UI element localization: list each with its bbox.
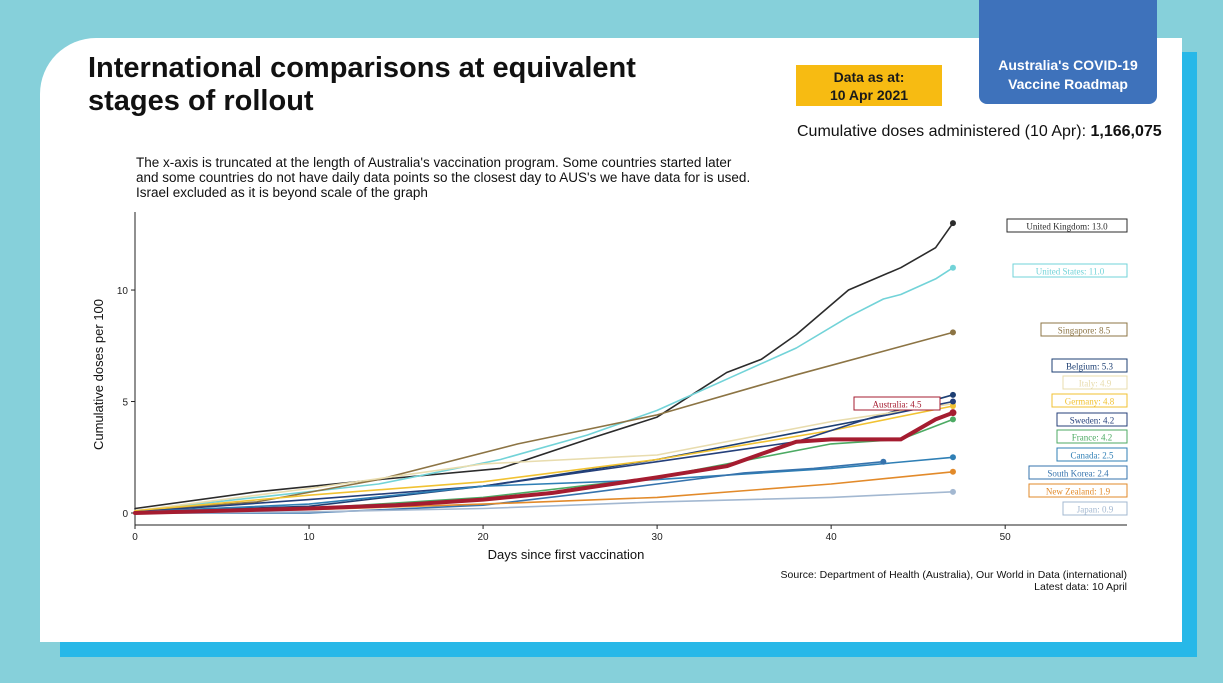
series-label-text-south-korea: South Korea: 2.4 — [1047, 469, 1109, 479]
x-axis-label: Days since first vaccination — [488, 547, 645, 562]
series-label-box-germany — [1051, 393, 1128, 408]
series-label-japan: Japan: 0.9 — [1062, 501, 1128, 516]
series-end-point-germany — [949, 402, 956, 409]
series-label-france: France: 4.2 — [1056, 429, 1128, 444]
latest-data-text: Latest data: 10 April — [1034, 581, 1127, 593]
vaccine-roadmap-tab[interactable]: Australia's COVID-19 Vaccine Roadmap — [979, 0, 1157, 104]
series-end-point-australia — [949, 409, 957, 417]
series-label-text-japan: Japan: 0.9 — [1077, 505, 1114, 515]
series-line-sweden — [134, 400, 954, 513]
series-label-text-new-zealand: New Zealand: 1.9 — [1046, 487, 1111, 497]
chart-note-line3: Israel excluded as it is beyond scale of… — [136, 185, 428, 200]
series-label-south-korea: South Korea: 2.4 — [1028, 465, 1128, 480]
source-note: Source: Department of Health (Australia)… — [781, 569, 1127, 593]
y-axis-label: Cumulative doses per 100 — [91, 299, 106, 450]
x-tick-label: 10 — [303, 532, 315, 543]
y-tick-label: 0 — [122, 509, 128, 520]
series-label-text-france: France: 4.2 — [1072, 433, 1113, 443]
series-label-box-australia — [853, 396, 941, 411]
series-label-italy: Italy: 4.9 — [1062, 375, 1128, 390]
roadmap-line1: Australia's COVID-19 — [998, 57, 1138, 73]
source-text: Source: Department of Health (Australia)… — [780, 569, 1127, 581]
series-label-box-united-kingdom — [1006, 218, 1128, 233]
series-label-sweden: Sweden: 4.2 — [1056, 412, 1128, 427]
series-label-box-singapore — [1040, 322, 1128, 337]
x-tick-label: 30 — [652, 532, 664, 543]
chart-note: The x-axis is truncated at the length of… — [136, 155, 796, 200]
series-label-text-united-kingdom: United Kingdom: 13.0 — [1026, 222, 1108, 232]
series-end-point-united-kingdom — [949, 220, 956, 227]
series-end-point-japan — [949, 488, 956, 495]
series-label-text-italy: Italy: 4.9 — [1079, 379, 1112, 389]
x-tick-label: 50 — [1000, 532, 1012, 543]
page-title-line2: stages of rollout — [88, 85, 314, 117]
series-label-united-states: United States: 11.0 — [1012, 263, 1128, 278]
cumulative-doses-summary: Cumulative doses administered (10 Apr): … — [797, 123, 1162, 141]
y-tick-label: 10 — [117, 286, 129, 297]
series-label-text-sweden: Sweden: 4.2 — [1070, 416, 1115, 426]
series-label-box-south-korea — [1028, 465, 1128, 480]
series-end-point-france — [949, 416, 956, 423]
series-line-germany — [134, 405, 954, 512]
cumulative-doses-value: 1,166,075 — [1090, 123, 1162, 140]
x-tick-label: 0 — [132, 532, 138, 543]
series-label-text-united-states: United States: 11.0 — [1036, 267, 1105, 277]
series-label-united-kingdom: United Kingdom: 13.0 — [1006, 218, 1128, 233]
series-label-box-belgium — [1051, 358, 1128, 373]
series-label-text-singapore: Singapore: 8.5 — [1058, 326, 1111, 336]
series-label-belgium: Belgium: 5.3 — [1051, 358, 1128, 373]
series-label-box-new-zealand — [1028, 483, 1128, 498]
content-card — [40, 38, 1182, 642]
x-tick-label: 40 — [826, 532, 838, 543]
series-label-australia: Australia: 4.5 — [853, 396, 941, 411]
series-label-box-japan — [1062, 501, 1128, 516]
series-end-point-singapore — [949, 329, 956, 336]
series-label-singapore: Singapore: 8.5 — [1040, 322, 1128, 337]
series-end-point-sweden — [949, 398, 956, 405]
series-label-germany: Germany: 4.8 — [1051, 393, 1128, 408]
series-label-box-united-states — [1012, 263, 1128, 278]
series-label-box-canada — [1056, 447, 1128, 462]
series-label-text-canada: Canada: 2.5 — [1071, 451, 1114, 461]
y-tick-label: 5 — [122, 398, 128, 409]
series-label-text-australia: Australia: 4.5 — [873, 400, 922, 410]
series-end-point-united-states — [949, 264, 956, 271]
series-line-japan — [134, 490, 954, 514]
data-as-at-label: Data as at: — [833, 69, 905, 85]
data-as-at-date: 10 Apr 2021 — [829, 87, 909, 103]
series-label-box-italy — [1062, 375, 1128, 390]
series-end-point-new-zealand — [949, 468, 956, 475]
x-tick-label: 20 — [478, 532, 490, 543]
series-line-canada — [134, 456, 954, 513]
series-label-text-germany: Germany: 4.8 — [1065, 397, 1115, 407]
chart-note-line1: The x-axis is truncated at the length of… — [136, 155, 732, 170]
series-label-box-france — [1056, 429, 1128, 444]
series-line-united-states — [134, 266, 954, 512]
series-end-point-south-korea — [880, 458, 887, 465]
series-label-text-belgium: Belgium: 5.3 — [1066, 362, 1113, 372]
cumulative-doses-label: Cumulative doses administered (10 Apr): — [797, 123, 1087, 140]
page-title: International comparisons at equivalent … — [88, 52, 636, 118]
series-line-singapore — [134, 331, 954, 512]
page-title-line1: International comparisons at equivalent — [88, 52, 636, 84]
series-end-point-belgium — [949, 391, 956, 398]
chart-note-line2: and some countries do not have daily dat… — [136, 170, 751, 185]
series-label-new-zealand: New Zealand: 1.9 — [1028, 483, 1128, 498]
series-label-canada: Canada: 2.5 — [1056, 447, 1128, 462]
series-end-point-canada — [949, 454, 956, 461]
series-line-italy — [134, 402, 954, 512]
data-as-at-badge: Data as at: 10 Apr 2021 — [796, 65, 942, 106]
series-label-box-sweden — [1056, 412, 1128, 427]
series-line-australia — [133, 410, 955, 515]
roadmap-line2: Vaccine Roadmap — [1008, 76, 1128, 92]
series-line-south-korea — [134, 460, 885, 514]
